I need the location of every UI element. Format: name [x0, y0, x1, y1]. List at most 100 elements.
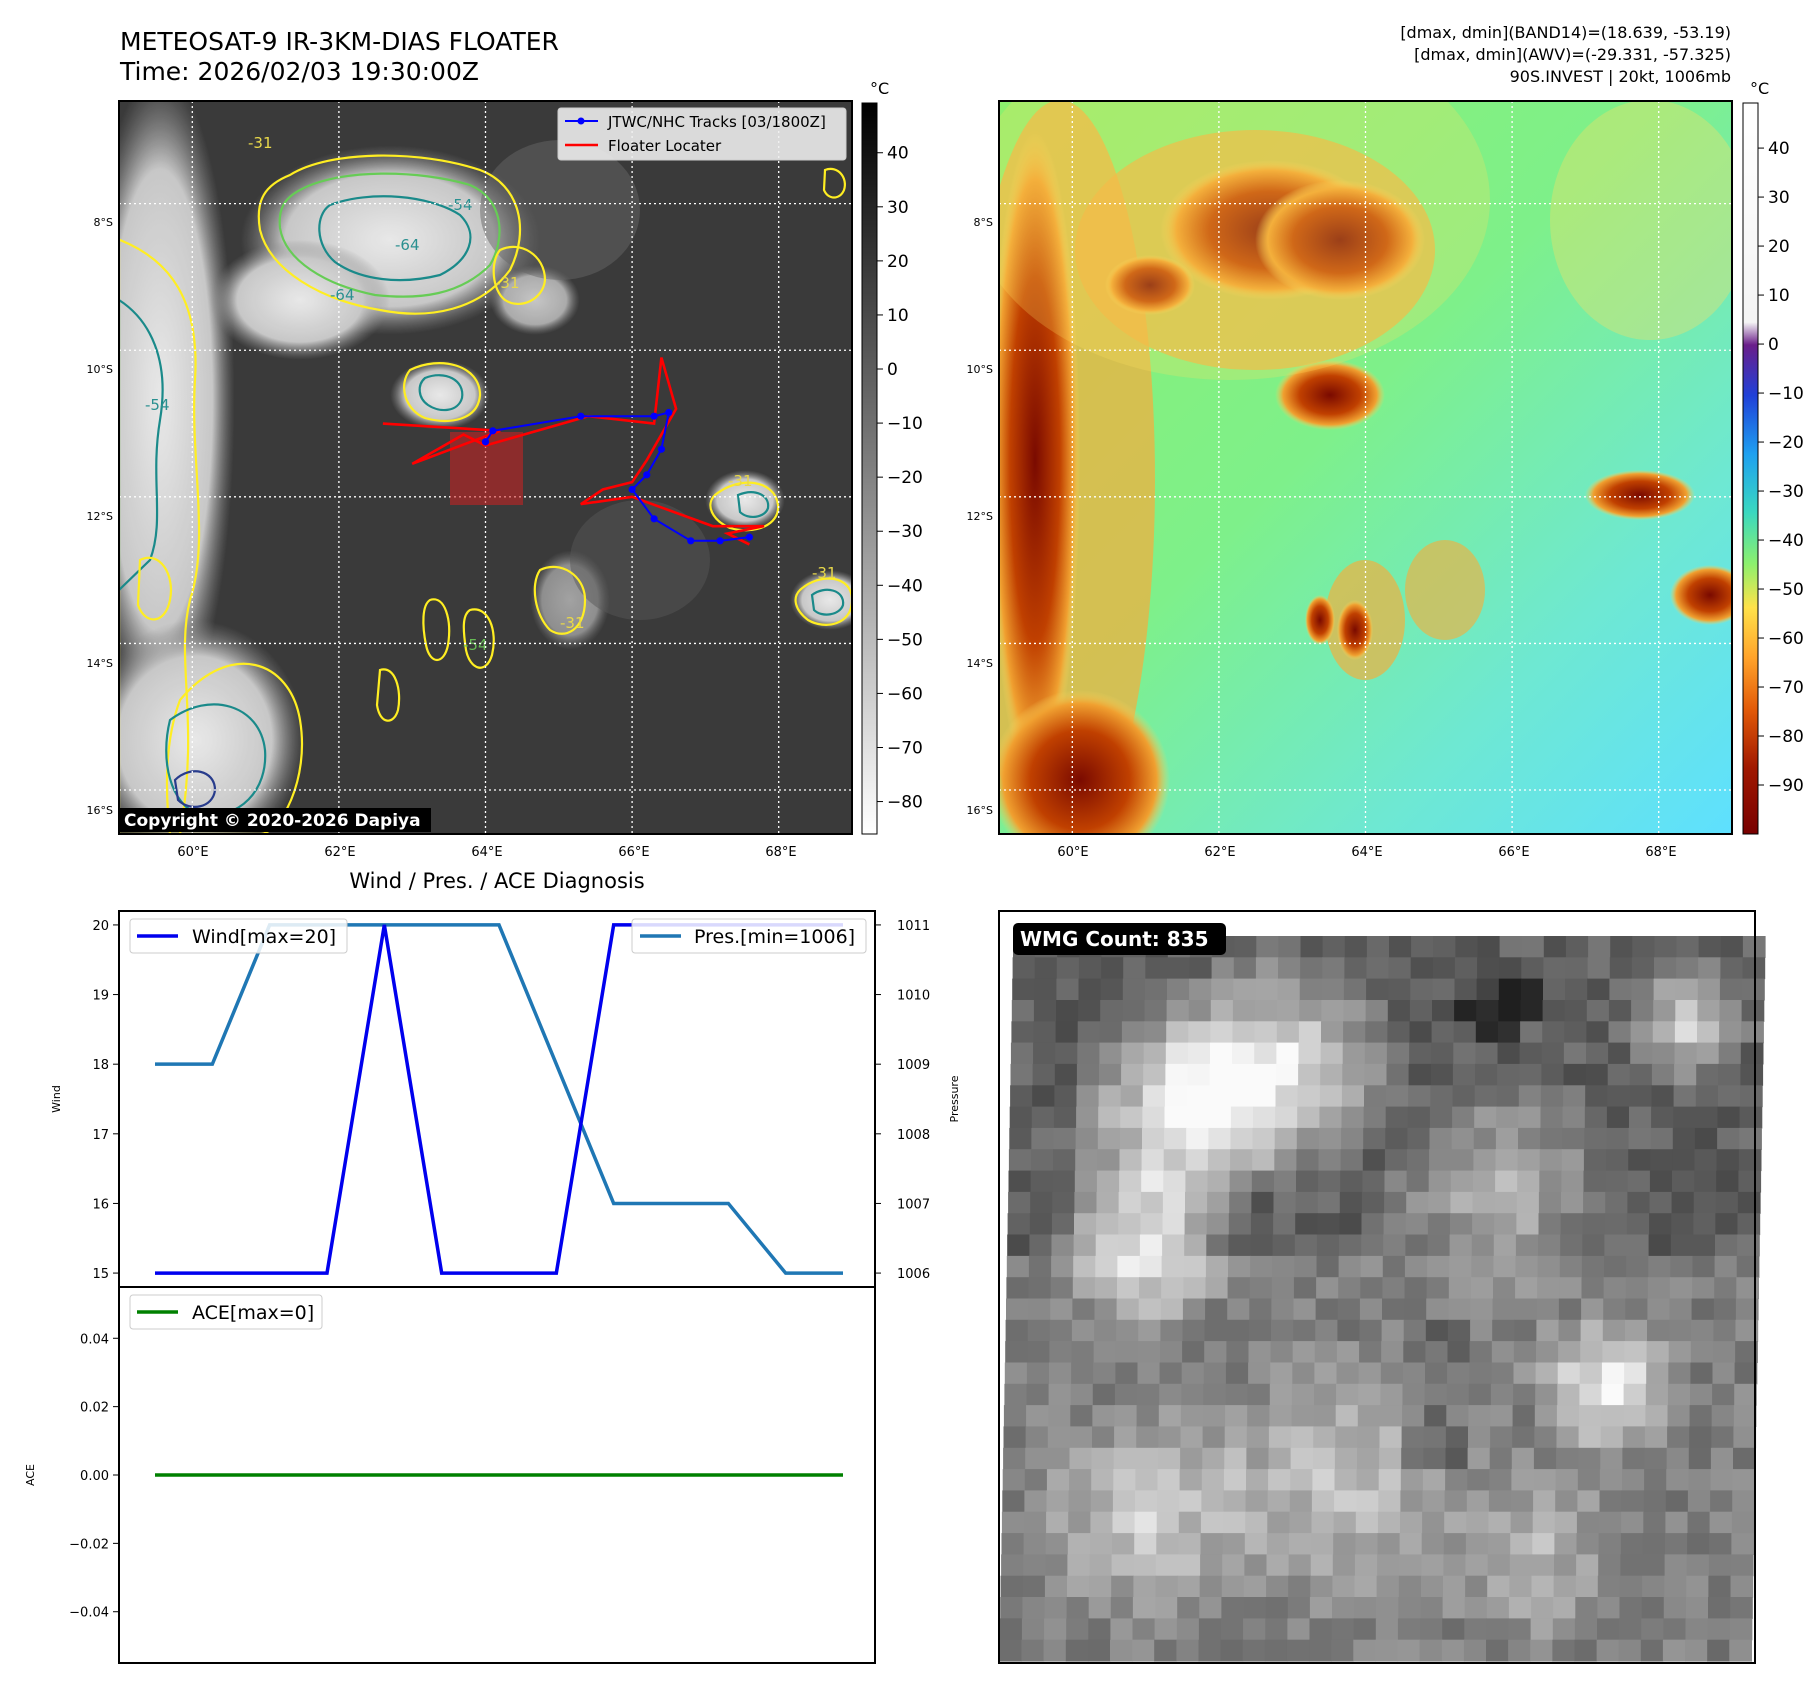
wmg-pixel [1053, 1127, 1077, 1150]
wmg-pixel [1695, 1085, 1719, 1108]
wmg-pixel [1425, 1341, 1449, 1363]
wmg-pixel [1560, 1213, 1584, 1236]
wind-pressure-frame [118, 910, 876, 1288]
wmg-pixel [1497, 1021, 1521, 1044]
wmg-pixel [1712, 1341, 1736, 1363]
wmg-pixel [1222, 1554, 1245, 1577]
wmg-pixel [1357, 1426, 1381, 1449]
wmg-pixel [1245, 1490, 1269, 1513]
wmg-pixel [1139, 1277, 1162, 1300]
wmg-pixel [1100, 978, 1124, 1001]
wmg-pixel [1642, 1554, 1666, 1577]
contour-yellow-6 [794, 577, 852, 626]
wmg-pixel [1466, 1511, 1490, 1534]
wmg-pixel [1626, 1234, 1650, 1257]
wmg-pixel [1670, 1234, 1694, 1257]
wmg-pixel [1316, 1255, 1340, 1278]
wmg-pixel [1736, 1255, 1760, 1278]
wmg-pixel [1208, 1106, 1232, 1129]
wmg-pixel [1185, 1191, 1208, 1214]
wmg-pixel [1521, 957, 1544, 980]
wmg-pixel [1519, 1063, 1542, 1086]
wmg-pixel [1115, 1341, 1139, 1363]
wmg-pixel [1022, 1575, 1046, 1598]
wmg-pixel [999, 1639, 1023, 1662]
wmg-pixel [1448, 1277, 1472, 1300]
wmg-pixel [1712, 1383, 1735, 1406]
wmg-pixel [1095, 1255, 1118, 1278]
wmg-pixel [1027, 1341, 1050, 1363]
wmg-pixel [1650, 1149, 1673, 1172]
wmg-pixel [1673, 1106, 1696, 1129]
wmg-pixel [1353, 1639, 1376, 1662]
wmg-pixel [1182, 1319, 1206, 1342]
wmg-pixel [1731, 1533, 1755, 1555]
wmg-pixel [1409, 1021, 1433, 1044]
wmg-pixel [1156, 1533, 1179, 1555]
wmg-pixel [1159, 1383, 1182, 1406]
wmg-pixel [1541, 1063, 1565, 1086]
wmg-pixel [1337, 1298, 1361, 1321]
wmg-pixel [1198, 1618, 1222, 1641]
wmg-pixel [1685, 1618, 1709, 1641]
wmg-pixel [1056, 957, 1080, 980]
wmg-pixel [1331, 1639, 1354, 1662]
wmg-pixel [1251, 1191, 1275, 1214]
wmg-pixel [1520, 1021, 1543, 1044]
wmg-pixel [1075, 1127, 1099, 1150]
wmg-pixel [1266, 1554, 1290, 1577]
colorbar-tick-label: 0 [887, 360, 898, 380]
wmg-pixel [1114, 1405, 1138, 1427]
wmg-pixel [1094, 1319, 1117, 1342]
wmg-pixel [1204, 1341, 1227, 1363]
wmg-pixel [1518, 1085, 1542, 1108]
wmg-pixel [1048, 1405, 1071, 1427]
lat-label: 8°S [974, 216, 993, 229]
wmg-pixel [1376, 1597, 1399, 1619]
wmg-pixel [1069, 1447, 1093, 1470]
wmg-pixel [1729, 1618, 1753, 1641]
wmg-pixel [1255, 1000, 1278, 1022]
wmg-pixel [1184, 1234, 1207, 1257]
wmg-pixel [1427, 1213, 1451, 1236]
wmg-pixel [1031, 1149, 1054, 1172]
floater-locater-line [382, 357, 765, 546]
lon-label: 62°E [324, 845, 355, 860]
wmg-pixel [1021, 1618, 1045, 1641]
wmg-pixel [1689, 1405, 1713, 1427]
wmg-pixel [1579, 1383, 1603, 1406]
colorbar-tick-label: −10 [887, 414, 923, 434]
wmg-pixel [1442, 1597, 1466, 1619]
wmg-pixel [1180, 1405, 1204, 1427]
wmg-pixel [1719, 1000, 1743, 1022]
wmg-pixel [1002, 1490, 1025, 1513]
wmg-pixel [1293, 1277, 1317, 1300]
wmg-pixel [1202, 1447, 1225, 1470]
wmg-pixel [1739, 1106, 1763, 1129]
wmg-pixel [1132, 1639, 1155, 1662]
wmg-pixel [1531, 1575, 1555, 1598]
wmg-pixel [1112, 1533, 1135, 1555]
track-point [643, 471, 651, 479]
wmg-pixel [1229, 1170, 1253, 1193]
wmg-pixel [1509, 1554, 1533, 1577]
wmg-pixel [1602, 1319, 1626, 1342]
wmg-pixel [1651, 1106, 1674, 1129]
wmg-pixel [1552, 1639, 1576, 1662]
wmg-pixel [1695, 1106, 1719, 1129]
wmg-pixel [1132, 1597, 1156, 1619]
wmg-pixel [1033, 1000, 1057, 1022]
wmg-pixel [1451, 1127, 1475, 1150]
wmg-pixel [1203, 1383, 1227, 1406]
wmg-pixel [1477, 957, 1500, 980]
wmg-pixel [1490, 1383, 1514, 1406]
wmg-pixel [1100, 1000, 1123, 1022]
contour-label: -31 [812, 564, 837, 582]
wmg-pixel [1032, 1085, 1055, 1108]
wmg-pixel [1318, 1149, 1342, 1172]
wmg-pixel [1053, 1106, 1077, 1129]
wmg-pixel [1101, 957, 1124, 980]
wmg-pixel [1508, 1597, 1532, 1619]
wmg-pixel [1552, 1618, 1576, 1641]
track-point [716, 537, 724, 545]
